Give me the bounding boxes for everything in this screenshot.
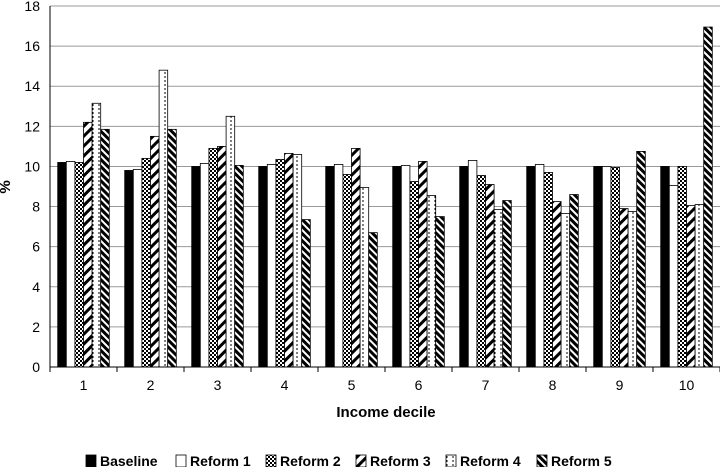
legend-swatch [85, 454, 97, 468]
bar-reform-4 [91, 102, 102, 368]
bar-reform-4 [359, 187, 370, 368]
bar-baseline [57, 162, 67, 368]
legend-label: Reform 5 [551, 453, 612, 467]
bar-reform-1 [333, 164, 344, 368]
bar-reform-2 [275, 159, 285, 368]
bar-baseline [526, 166, 536, 368]
bar-reform-2 [208, 147, 218, 368]
bar-reform-4 [158, 69, 169, 368]
bar-reform-4 [426, 195, 437, 368]
bar-reform-3 [619, 208, 629, 368]
y-tick-label: 4 [32, 279, 40, 295]
bar-reform-1 [534, 164, 545, 368]
legend-swatch [175, 454, 187, 468]
bar-baseline [258, 166, 268, 368]
bar-reform-2 [409, 181, 419, 368]
bar-reform-1 [400, 165, 411, 368]
bar-reform-5 [234, 165, 244, 368]
legend-label: Reform 2 [280, 453, 341, 467]
legend-swatch [445, 454, 457, 468]
bar-reform-3 [418, 161, 428, 368]
bar-reform-4 [627, 211, 638, 368]
y-tick-label: 6 [32, 239, 40, 255]
bar-reform-5 [435, 216, 445, 368]
x-tick-label: 2 [147, 377, 155, 393]
legend-swatch [355, 454, 367, 468]
bar-reform-3 [351, 147, 361, 368]
bar-reform-2 [543, 172, 553, 368]
bars [57, 26, 713, 368]
bar-reform-2 [677, 166, 687, 368]
y-tick-label: 10 [24, 158, 40, 174]
y-tick-label: 14 [24, 78, 40, 94]
bar-reform-3 [552, 201, 562, 368]
bar-reform-4 [694, 204, 705, 368]
y-tick-label: 2 [32, 319, 40, 335]
bar-reform-3 [686, 205, 696, 368]
bar-reform-4 [560, 213, 571, 368]
x-tick-label: 10 [679, 377, 695, 393]
bar-reform-1 [132, 169, 143, 368]
bar-reform-2 [141, 158, 151, 368]
bar-baseline [392, 166, 402, 368]
x-tick-label: 6 [415, 377, 423, 393]
bar-reform-2 [342, 174, 352, 368]
x-tick-label: 4 [281, 377, 289, 393]
bar-baseline [660, 166, 670, 368]
y-axis-title: % [0, 180, 14, 193]
x-tick-label: 5 [348, 377, 356, 393]
x-axis-title: Income decile [336, 404, 435, 421]
bar-reform-1 [199, 163, 210, 368]
bar-baseline [325, 166, 335, 368]
bar-baseline [593, 166, 603, 368]
bar-reform-2 [476, 175, 486, 368]
bar-reform-1 [668, 185, 679, 368]
legend: Baseline Reform 1 Reform 2 Reform 3 Reform 4… [85, 453, 612, 469]
bar-reform-4 [292, 154, 303, 368]
x-tick-label: 9 [616, 377, 624, 393]
bar-reform-1 [65, 161, 76, 368]
bar-reform-1 [266, 164, 277, 368]
bar-reform-5 [100, 128, 110, 368]
x-tick-label: 1 [80, 377, 88, 393]
bar-reform-4 [493, 209, 504, 368]
bar-baseline [124, 170, 134, 368]
bar-reform-3 [485, 184, 495, 368]
y-tick-label: 0 [32, 359, 40, 375]
y-tick-label: 8 [32, 199, 40, 215]
legend-label: Baseline [100, 453, 158, 467]
bar-reform-5 [301, 219, 311, 368]
legend-label: Reform 1 [190, 453, 251, 467]
y-tick-label: 16 [24, 38, 40, 54]
bar-reform-5 [502, 200, 512, 368]
legend-swatch [536, 454, 548, 468]
bar-reform-5 [167, 128, 177, 368]
bar-reform-3 [83, 121, 93, 368]
bar-reform-5 [368, 232, 378, 368]
y-tick-label: 18 [24, 0, 40, 14]
bar-reform-3 [284, 153, 294, 368]
bar-reform-5 [569, 194, 579, 368]
bar-reform-3 [150, 135, 160, 368]
bar-reform-4 [225, 115, 236, 368]
bar-baseline [459, 166, 469, 368]
legend-swatch [265, 454, 277, 468]
bar-reform-3 [217, 145, 227, 368]
bar-reform-2 [74, 162, 84, 368]
x-tick-label: 3 [214, 377, 222, 393]
bar-reform-5 [636, 151, 646, 368]
y-tick-label: 12 [24, 118, 40, 134]
bar-reform-1 [467, 160, 478, 368]
bar-reform-5 [703, 26, 713, 368]
legend-label: Reform 4 [460, 453, 521, 467]
bar-reform-2 [610, 167, 620, 368]
bar-baseline [191, 166, 201, 368]
bar-reform-1 [601, 166, 612, 368]
x-tick-label: 7 [482, 377, 490, 393]
legend-label: Reform 3 [370, 453, 431, 467]
x-tick-label: 8 [549, 377, 557, 393]
